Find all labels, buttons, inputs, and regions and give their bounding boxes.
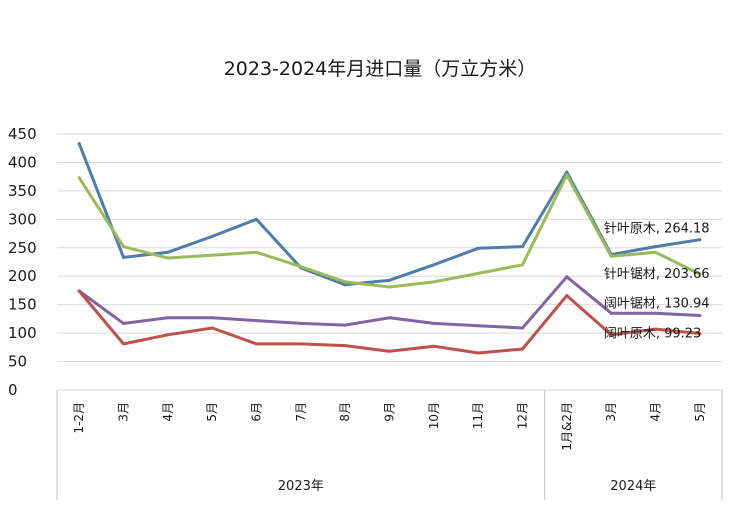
x-tick-label-11: 1月&2月 <box>560 402 574 451</box>
chart-title: 2023-2024年月进口量（万立方米） <box>224 58 537 80</box>
series-0-point-10 <box>521 245 524 249</box>
series-end-label-1: 针叶锯材, 203.66 <box>604 267 710 282</box>
series-0-point-6 <box>343 283 347 287</box>
series-2-point-12 <box>609 311 613 315</box>
series-0-point-4 <box>255 217 258 221</box>
series-0-point-1 <box>122 255 125 259</box>
y-tick-label-4: 200 <box>8 267 37 285</box>
series-3-point-1 <box>122 342 125 346</box>
series-1-point-2 <box>166 256 170 260</box>
x-tick-label-1: 3月 <box>117 402 131 422</box>
series-2-point-14 <box>698 314 702 318</box>
x-tick-label-4: 6月 <box>250 402 264 422</box>
series-1-point-12 <box>609 254 613 258</box>
series-2-point-1 <box>122 321 125 325</box>
series-3-point-12 <box>609 333 613 337</box>
y-tick-label-2: 100 <box>8 324 37 342</box>
x-tick-label-14: 5月 <box>693 402 707 422</box>
series-3-point-3 <box>210 326 214 330</box>
series-1-point-7 <box>388 285 391 289</box>
series-3-point-9 <box>476 351 480 355</box>
series-end-label-0: 针叶原木, 264.18 <box>604 222 710 237</box>
y-tick-label-7: 350 <box>8 182 37 200</box>
series-3-point-11 <box>565 294 569 298</box>
series-2-point-2 <box>166 316 170 320</box>
series-3-point-2 <box>166 333 170 337</box>
y-tick-label-5: 250 <box>8 239 37 257</box>
series-3-point-0 <box>77 289 81 293</box>
series-2-point-9 <box>476 324 480 328</box>
x-tick-label-6: 8月 <box>338 402 352 422</box>
series-3-point-8 <box>432 344 436 348</box>
series-3-point-14 <box>698 332 702 336</box>
x-tick-label-7: 9月 <box>383 402 397 422</box>
series-1-point-10 <box>521 263 524 267</box>
y-tick-label-1: 50 <box>8 353 27 371</box>
series-1-point-11 <box>565 173 569 177</box>
series-2-point-10 <box>521 326 524 330</box>
series-3-point-13 <box>654 327 657 331</box>
series-2-point-4 <box>255 319 258 323</box>
x-tick-label-5: 7月 <box>294 402 308 422</box>
series-0-point-11 <box>565 170 569 174</box>
x-tick-label-9: 11月 <box>471 402 485 429</box>
series-0-point-8 <box>432 263 436 267</box>
y-tick-label-3: 150 <box>8 296 37 314</box>
data-labels: 针叶原木, 264.18 针叶锯材, 203.66 阔叶锯材, 130.94 阔叶原木… <box>604 222 710 342</box>
series-line-0 <box>77 142 702 287</box>
x-tick-label-13: 4月 <box>649 402 663 422</box>
y-tick-label-6: 300 <box>8 210 37 228</box>
y-axis: 0 50 100 150 200 250 300 350 400 450 <box>8 125 37 399</box>
series-0-point-14 <box>698 238 702 242</box>
series-1-point-9 <box>476 271 480 275</box>
y-tick-label-9: 450 <box>8 125 37 143</box>
series-0-point-0 <box>77 142 81 146</box>
series-1-point-0 <box>77 176 81 180</box>
series-2-point-7 <box>388 316 391 320</box>
x-tick-label-0: 1-2月 <box>72 402 86 434</box>
series-3-point-7 <box>388 349 391 353</box>
series-2-point-3 <box>210 316 214 320</box>
series-0-point-9 <box>476 246 480 250</box>
series-2-point-13 <box>654 311 657 315</box>
series-2-point-6 <box>343 323 347 327</box>
series-3-point-6 <box>343 344 347 348</box>
x-tick-label-12: 3月 <box>604 402 618 422</box>
series-0-point-7 <box>388 278 391 282</box>
series-2-point-8 <box>432 321 436 325</box>
series-1-point-4 <box>255 250 258 254</box>
series-1-point-8 <box>432 280 436 284</box>
series-1-point-5 <box>299 265 303 269</box>
series-2-point-5 <box>299 321 303 325</box>
gridlines <box>57 133 722 391</box>
series-3-point-4 <box>255 342 258 346</box>
series-1-point-13 <box>654 250 657 254</box>
x-group-label-0: 2023年 <box>278 479 324 494</box>
series-1-point-14 <box>698 272 702 276</box>
series-lines <box>77 142 702 355</box>
x-tick-label-8: 10月 <box>427 402 441 429</box>
y-tick-label-0: 0 <box>8 381 18 399</box>
x-tick-label-3: 5月 <box>205 402 219 422</box>
series-1-point-3 <box>210 253 214 257</box>
series-3-point-10 <box>521 347 524 351</box>
x-axis: 1-2月 3月 4月 5月 6月 7月 8月 9月 10月 11月 12月 1月&2月 3月 4月 5月 20… <box>56 390 723 500</box>
x-tick-label-10: 12月 <box>516 402 530 429</box>
series-2-point-11 <box>565 275 569 279</box>
x-tick-label-2: 4月 <box>161 402 175 422</box>
series-1-point-6 <box>343 280 347 284</box>
series-1-point-1 <box>122 245 125 249</box>
series-3-point-5 <box>299 342 303 346</box>
series-0-point-13 <box>654 245 657 249</box>
series-0-point-2 <box>166 250 170 254</box>
series-end-label-2: 阔叶锯材, 130.94 <box>604 297 710 312</box>
series-0-point-3 <box>210 234 214 238</box>
series-end-label-3: 阔叶原木, 99.23 <box>604 327 701 342</box>
x-group-label-1: 2024年 <box>610 479 656 494</box>
y-tick-label-8: 400 <box>8 153 37 171</box>
